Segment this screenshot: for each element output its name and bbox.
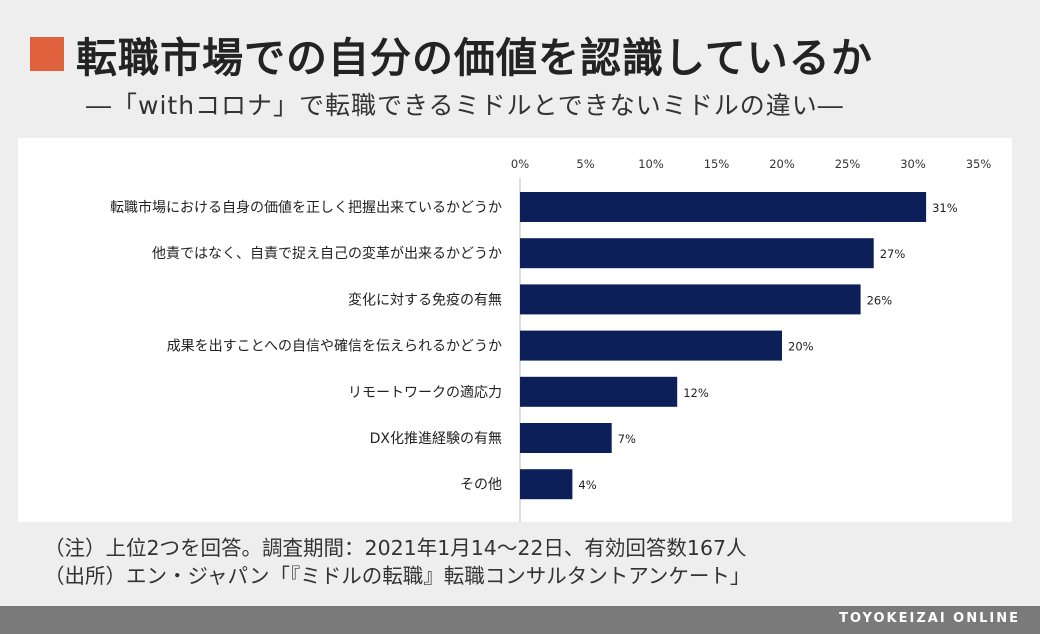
category-label: DX化推進経験の有無	[370, 431, 502, 447]
category-label: 転職市場における自身の価値を正しく把握出来ているかどうか	[110, 199, 502, 216]
notes: （注）上位2つを回答。調査期間：2021年1月14～22日、有効回答数167人 …	[44, 534, 750, 590]
brand-label: TOYOKEIZAI ONLINE	[839, 611, 1020, 626]
x-tick-label: 15%	[704, 157, 730, 171]
page-subtitle: ―「withコロナ」で転職できるミドルとできないミドルの違い―	[86, 91, 844, 120]
value-label: 26%	[867, 293, 893, 307]
value-label: 27%	[880, 247, 906, 261]
bar-chart: 0% 5% 10% 15% 20% 25% 30% 35% 転職市場における自身の価値を正しく把…	[110, 157, 992, 522]
note-survey: （注）上位2つを回答。調査期間：2021年1月14～22日、有効回答数167人	[44, 536, 747, 560]
bar	[520, 423, 612, 453]
bar	[520, 376, 678, 407]
x-tick-label: 35%	[966, 157, 992, 171]
value-label: 12%	[683, 386, 709, 400]
x-tick-label: 30%	[900, 157, 926, 171]
title-row: 転職市場での自分の価値を認識しているか	[30, 24, 873, 84]
footer-bar: TOYOKEIZAI ONLINE	[0, 606, 1040, 634]
x-tick-label: 0%	[511, 157, 529, 171]
page-title: 転職市場での自分の価値を認識しているか	[76, 34, 873, 82]
category-label: 成果を出すことへの自信や確信を伝えられるかどうか	[167, 339, 502, 355]
bar	[520, 238, 874, 269]
chart-panel: 0% 5% 10% 15% 20% 25% 30% 35% 転職市場における自身の価値を正しく把…	[18, 138, 1012, 522]
value-label: 31%	[932, 201, 958, 215]
bar	[520, 469, 573, 500]
bar	[520, 284, 861, 315]
bar	[520, 330, 782, 361]
note-source: （出所）エン・ジャパン「『ミドルの転職』転職コンサルタントアンケート」	[44, 564, 751, 588]
bar	[520, 192, 927, 222]
x-tick-label: 10%	[638, 157, 664, 171]
value-label: 7%	[618, 432, 636, 446]
title-marker	[30, 37, 64, 71]
x-tick-label: 25%	[835, 157, 861, 171]
category-label: 他責ではなく、自責で捉え自己の変革が出来るかどうか	[152, 245, 502, 262]
value-label: 20%	[788, 340, 814, 354]
x-tick-label: 20%	[769, 157, 795, 171]
x-tick-label: 5%	[576, 157, 594, 171]
category-label: リモートワークの適応力	[348, 384, 502, 401]
value-label: 4%	[578, 478, 596, 492]
category-label: その他	[460, 477, 502, 493]
category-label: 変化に対する免疫の有無	[348, 291, 502, 308]
